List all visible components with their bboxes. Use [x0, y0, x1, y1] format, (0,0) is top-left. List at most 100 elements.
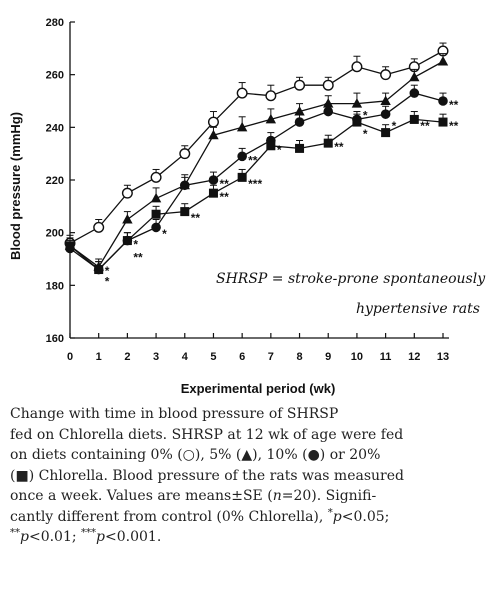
data-point [179, 148, 191, 160]
data-point [409, 71, 420, 82]
x-tick-label: 4 [182, 351, 189, 363]
y-tick-label: 160 [46, 333, 64, 345]
significance-mark: ** [191, 211, 201, 225]
caption-line-3: on diets containing 0% (○), 5% (▲), 10% … [10, 445, 484, 466]
x-tick-label: 9 [325, 351, 331, 363]
data-point [323, 138, 333, 148]
caption-line-1: Change with time in blood pressure of SH… [10, 404, 484, 425]
x-tick-label: 6 [239, 351, 245, 363]
significance-mark: * [363, 109, 368, 123]
y-tick-label: 200 [46, 228, 64, 240]
data-point [323, 106, 334, 117]
data-point [93, 221, 105, 233]
caption-superscript: * [327, 506, 333, 518]
data-point [265, 113, 277, 124]
data-point [437, 56, 449, 66]
data-point [294, 79, 306, 91]
series-line [69, 118, 444, 271]
data-point [122, 214, 133, 224]
data-point [179, 180, 190, 191]
caption-text: ) or 20% [319, 447, 381, 463]
caption-superscript: ** [10, 527, 20, 539]
caption-line-6: cantly different from control (0% Chlore… [10, 507, 484, 528]
x-tick-label: 7 [268, 351, 274, 363]
caption-text: ), 10% ( [252, 447, 308, 463]
caption-text: =20). Signifi- [281, 488, 377, 504]
data-point [121, 187, 133, 199]
series-filled-square [65, 111, 448, 275]
caption-italic-p: p [96, 529, 106, 545]
significance-mark: * [105, 264, 110, 278]
caption-line-7: **p<0.01; ***p<0.001. [10, 527, 484, 548]
data-point [151, 209, 161, 219]
caption-text: ( [10, 467, 16, 484]
annotation-line-2: hypertensive rats [356, 301, 480, 317]
caption-text: once a week. Values are means±SE ( [10, 488, 273, 504]
data-point [294, 117, 305, 127]
significance-mark: ** [219, 190, 229, 204]
caption-text: on diets containing 0% ( [10, 447, 183, 463]
filled-square-icon: ■ [15, 467, 29, 484]
data-point [380, 109, 391, 119]
data-point [380, 95, 391, 105]
series-line [69, 92, 444, 271]
figure-caption: Change with time in blood pressure of SH… [10, 404, 484, 548]
data-point [65, 241, 75, 251]
y-tick-label: 220 [46, 175, 64, 187]
x-tick-label: 10 [351, 351, 363, 363]
caption-text: cantly different from control (0% Chlore… [10, 508, 328, 525]
x-tick-label: 5 [210, 351, 216, 363]
data-point [351, 61, 363, 73]
x-tick-label: 8 [296, 351, 302, 363]
caption-text: <0.001. [105, 529, 162, 545]
data-point [237, 151, 247, 162]
data-point [438, 117, 448, 127]
data-point [438, 96, 448, 106]
data-point [295, 143, 305, 153]
x-tick-label: 3 [153, 351, 159, 363]
significance-mark: * [162, 227, 167, 241]
series-open-circle [64, 42, 449, 249]
data-point [150, 171, 162, 183]
series-filled-triangle [64, 53, 449, 271]
y-tick-label: 240 [46, 122, 64, 134]
significance-mark: * [363, 127, 368, 141]
x-tick-label: 12 [408, 351, 420, 363]
caption-line-5: once a week. Values are means±SE (n=20).… [10, 486, 484, 507]
caption-line-2: fed on Chlorella diets. SHRSP at 12 wk o… [10, 425, 484, 446]
x-tick-label: 2 [124, 351, 130, 363]
caption-text: ), 5% ( [194, 447, 242, 463]
y-axis-label: Blood pressure (mmHg) [8, 112, 23, 260]
data-point [409, 88, 420, 98]
significance-mark: * [392, 119, 397, 133]
data-point [94, 265, 104, 275]
significance-mark: ** [334, 140, 344, 154]
data-point [208, 188, 218, 198]
caption-italic-p: p [332, 508, 342, 525]
x-tick-label: 13 [437, 351, 449, 363]
data-point [237, 172, 247, 182]
caption-text: <0.05; [341, 508, 390, 525]
series-line [69, 60, 444, 268]
x-axis-label: Experimental period (wk) [181, 381, 336, 396]
significance-mark: * [277, 143, 282, 157]
chart-series [64, 42, 449, 275]
significance-mark: ** [219, 177, 229, 191]
data-point [352, 117, 362, 127]
caption-italic-n: n [272, 488, 282, 504]
caption-text: ) Chlorella. Blood pressure of the rats … [28, 467, 404, 484]
filled-circle-icon: ● [307, 447, 320, 463]
caption-text: fed on Chlorella diets. SHRSP at 12 wk o… [10, 426, 404, 443]
data-point [323, 98, 334, 108]
x-tick-label: 0 [67, 351, 73, 363]
data-point [208, 129, 219, 140]
y-tick-label: 180 [46, 280, 64, 292]
filled-triangle-icon: ▲ [241, 447, 253, 463]
significance-mark: * [105, 274, 110, 288]
significance-mark: ** [449, 119, 459, 133]
data-point [380, 69, 392, 81]
caption-text: <0.01; [28, 529, 82, 545]
significance-mark: ** [133, 251, 143, 265]
data-point [208, 175, 219, 185]
y-tick-label: 280 [46, 17, 64, 29]
